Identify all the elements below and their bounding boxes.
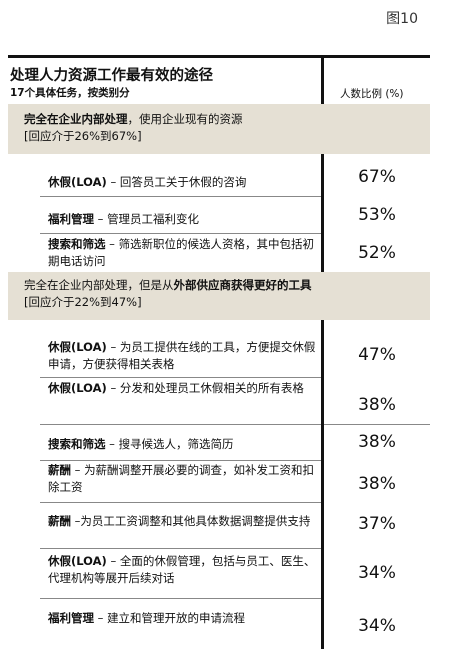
row-percent: 34% xyxy=(358,563,396,583)
section-heading: 完全在企业内部处理，但是从外部供应商获得更好的工具 [回应介于22%到47%] xyxy=(24,277,314,311)
row-key: 福利管理 xyxy=(48,611,94,625)
row-desc: 筛选新职位的候选人资格，其中包括初期电话访问 xyxy=(48,237,315,268)
row-divider xyxy=(40,233,321,234)
row-divider xyxy=(40,502,321,503)
row-percent: 67% xyxy=(358,167,396,187)
page-title: 处理人力资源工作最有效的途径 xyxy=(10,68,213,84)
row-key: 休假(LOA) xyxy=(48,554,107,568)
row-divider xyxy=(40,424,321,425)
row-percent: 52% xyxy=(358,243,396,263)
row-sep-dash: – xyxy=(106,175,120,189)
row-key: 休假(LOA) xyxy=(48,175,107,189)
row-desc: 搜寻候选人，筛选简历 xyxy=(118,437,234,451)
subtitle: 17个具体任务，按类别分 xyxy=(10,87,130,99)
row-sep-dash: – xyxy=(105,237,119,251)
row-divider xyxy=(40,548,321,549)
row-divider xyxy=(40,196,321,197)
section-heading: 完全在企业内部处理，使用企业现有的资源 [回应介于26%到67%] xyxy=(24,111,314,145)
row-key: 薪酬 xyxy=(48,463,71,477)
row-key: 搜索和筛选 xyxy=(48,437,106,451)
section-band xyxy=(8,104,430,154)
row-divider xyxy=(324,424,430,425)
row-divider xyxy=(40,598,321,599)
row-percent: 38% xyxy=(358,432,396,452)
row-desc: 为薪酬调整开展必要的调查，如补发工资和扣除工资 xyxy=(48,463,315,494)
row-percent: 38% xyxy=(358,474,396,494)
row-key: 福利管理 xyxy=(48,212,94,226)
row-divider xyxy=(40,460,321,461)
row-desc: 为员工提供在线的工具，方便提交休假申请，方便获得相关表格 xyxy=(48,340,316,371)
row-desc: 管理员工福利变化 xyxy=(107,212,200,226)
row-sep-dash: – xyxy=(94,611,108,625)
row-key: 休假(LOA) xyxy=(48,340,107,354)
column-divider xyxy=(321,57,324,649)
section-band xyxy=(8,272,430,320)
row-desc: 分发和处理员工休假相关的所有表格 xyxy=(119,381,304,395)
row-desc: 建立和管理开放的申请流程 xyxy=(107,611,246,625)
row-sep-dash: – xyxy=(71,463,85,477)
section-heading-pre: 完全在企业内部处理 xyxy=(24,112,128,126)
row-desc: 全面的休假管理，包括与员工、医生、代理机构等展开后续对话 xyxy=(48,554,316,585)
row-percent: 37% xyxy=(358,514,396,534)
section-heading-pre: 完全在企业内部处理，但是从 xyxy=(24,278,174,292)
row-sep-dash: – xyxy=(106,381,120,395)
row-key: 薪酬 xyxy=(48,514,71,528)
row-key: 搜索和筛选 xyxy=(48,237,106,251)
section-range: [回应介于26%到67%] xyxy=(24,129,142,143)
row-percent: 47% xyxy=(358,345,396,365)
row-sep-dash: – xyxy=(105,437,119,451)
row-desc: 回答员工关于休假的咨询 xyxy=(119,175,247,189)
row-desc: 为员工工资调整和其他具体数据调整提供支持 xyxy=(80,514,311,528)
section-range: [回应介于22%到47%] xyxy=(24,295,142,309)
row-sep-dash: – xyxy=(106,554,120,568)
top-rule xyxy=(8,55,430,58)
column-header: 人数比例 (%) xyxy=(340,88,404,100)
row-percent: 53% xyxy=(358,205,396,225)
row-key: 休假(LOA) xyxy=(48,381,107,395)
section-heading-mid: ，使用企业现有的资源 xyxy=(127,112,243,126)
section-heading-bold: 外部供应商获得更好的工具 xyxy=(173,278,312,292)
row-percent: 38% xyxy=(358,395,396,415)
row-sep-dash: – xyxy=(71,514,81,528)
row-sep-dash: – xyxy=(94,212,108,226)
row-percent: 34% xyxy=(358,616,396,636)
figure-label: 图10 xyxy=(386,11,418,27)
row-sep-dash: – xyxy=(106,340,120,354)
row-divider xyxy=(40,377,321,378)
